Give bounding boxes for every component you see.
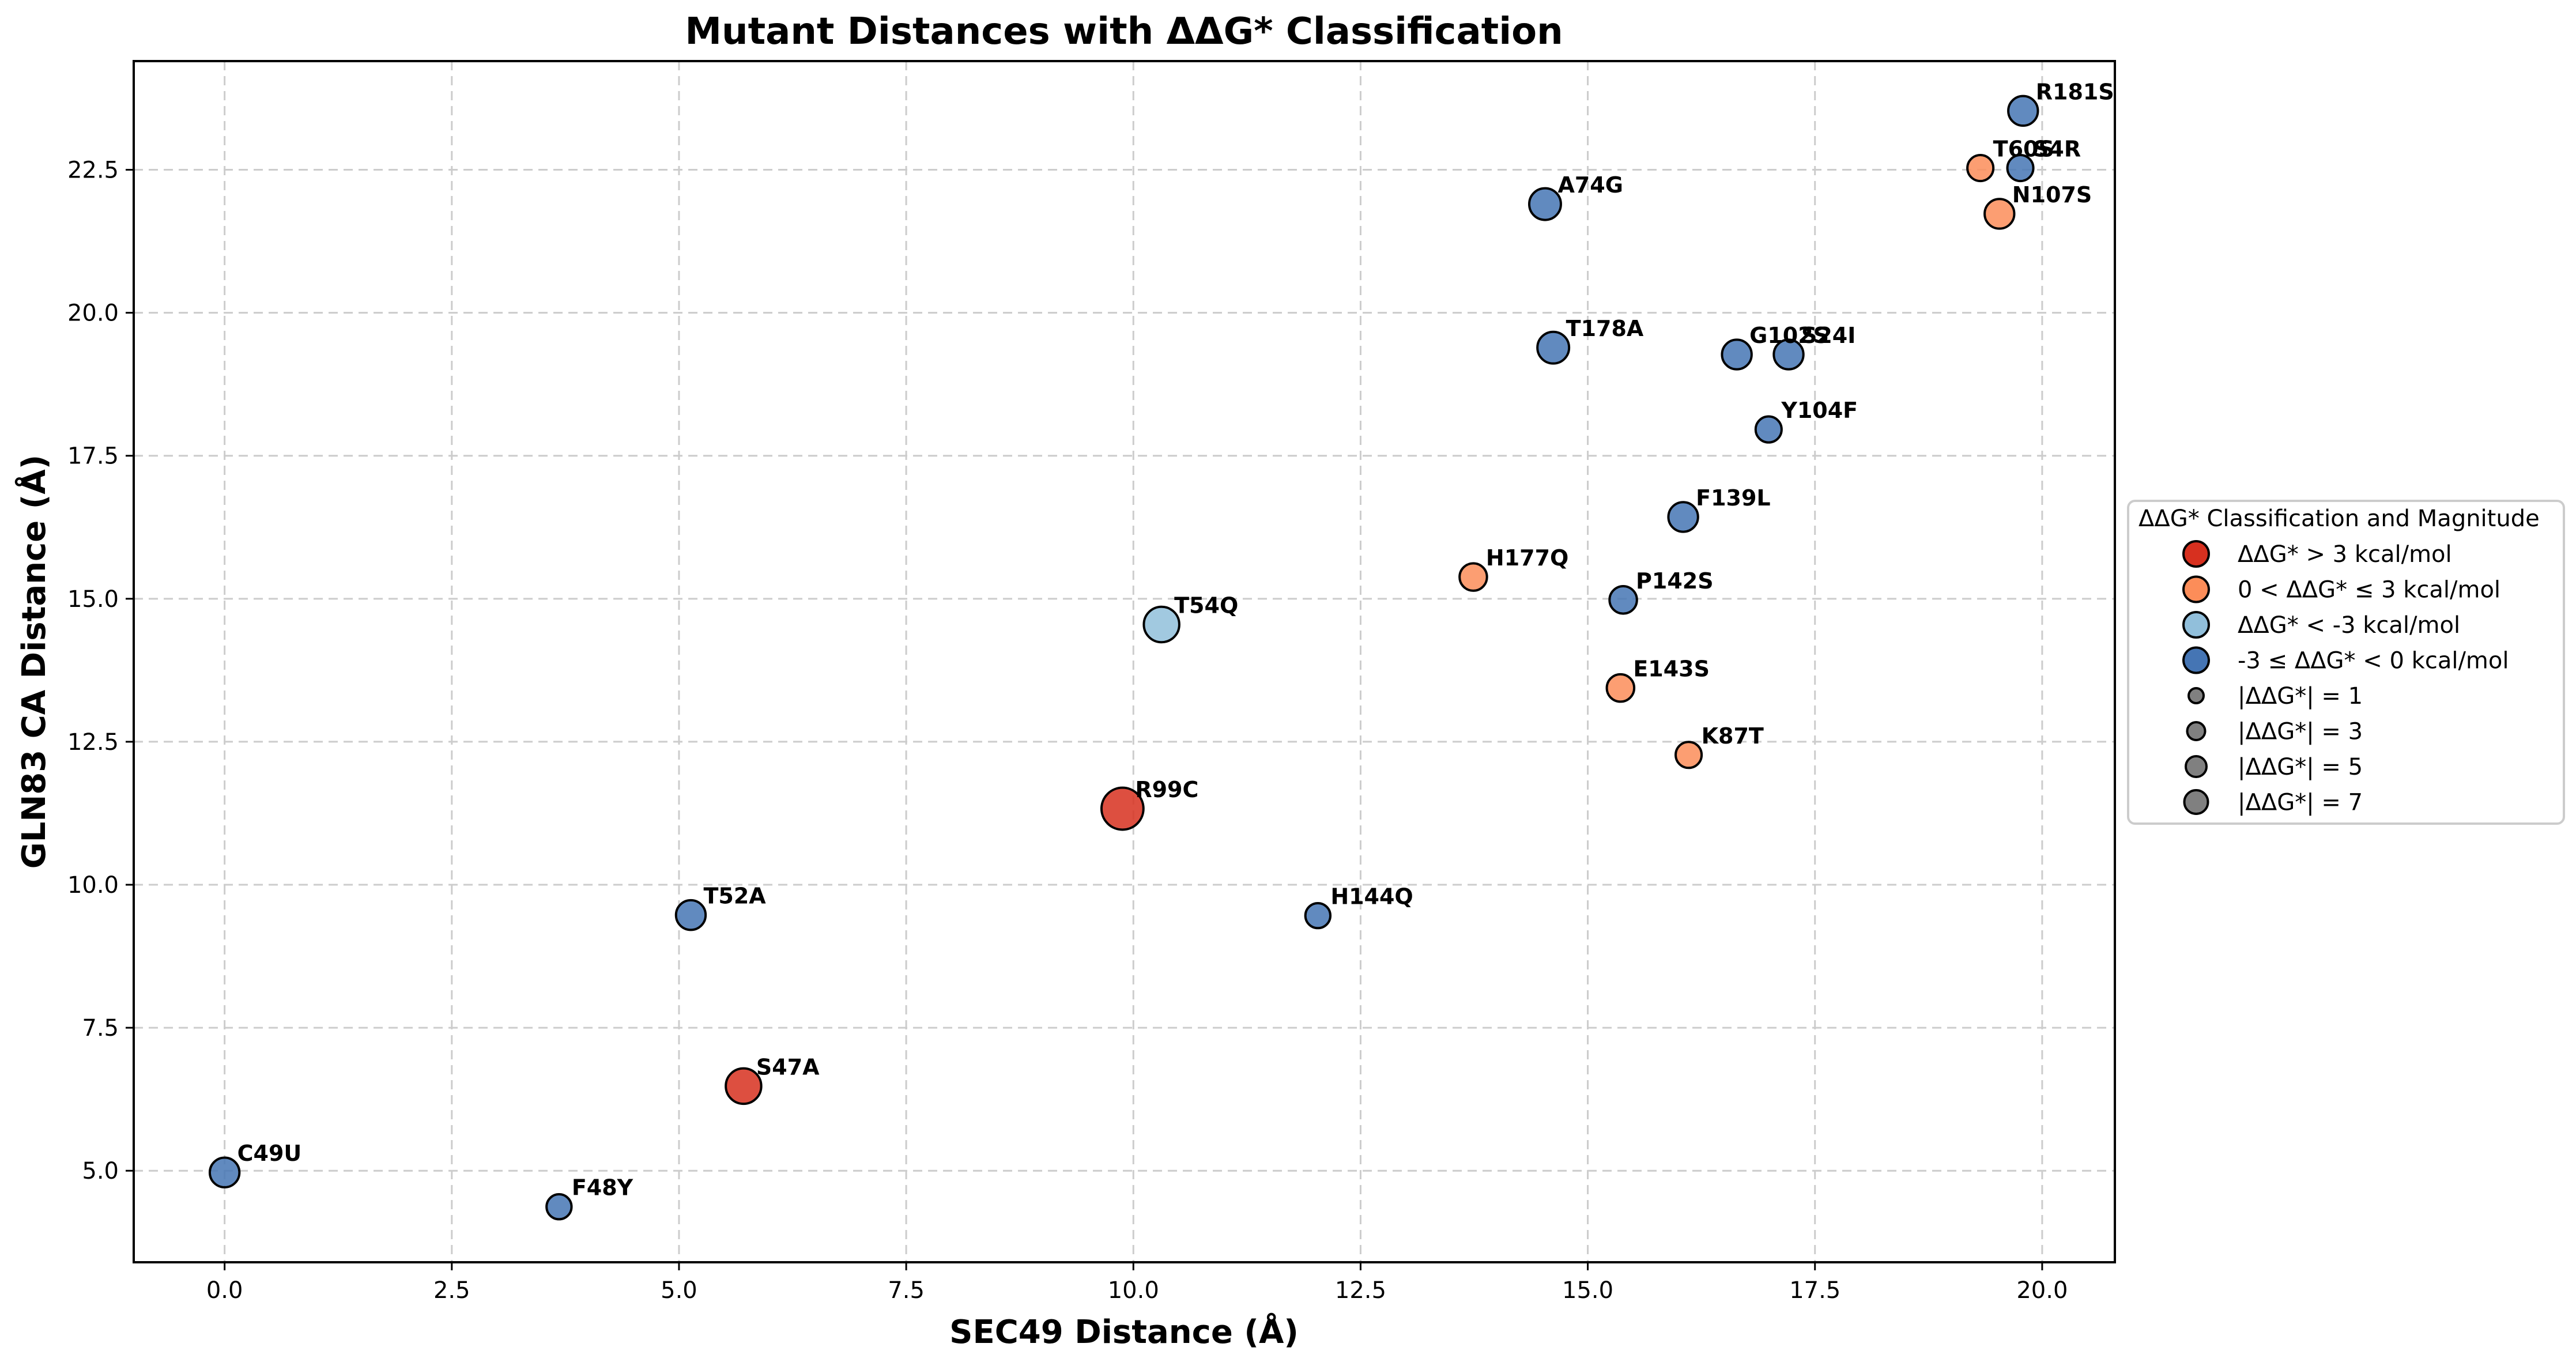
point-r181s (2007, 95, 2039, 127)
plot-frame (133, 60, 2116, 1263)
point-t52a (674, 899, 707, 931)
x-tick-label: 0.0 (206, 1277, 243, 1304)
legend-label-m3to0: -3 ≤ ΔΔG* < 0 kcal/mol (2238, 648, 2509, 674)
point-label-t54q: T54Q (1174, 593, 1238, 618)
y-tick-label: 20.0 (67, 300, 119, 327)
point-label-h177q: H177Q (1486, 545, 1568, 571)
legend-label-ltm3: ΔΔG* < -3 kcal/mol (2238, 612, 2460, 639)
legend: ΔΔG* Classification and Magnitude ΔΔG* >… (2127, 500, 2565, 825)
point-h144q (1304, 901, 1332, 930)
x-tick-label: 15.0 (1562, 1277, 1613, 1304)
x-tick-label: 20.0 (2016, 1277, 2068, 1304)
point-a74g (1528, 187, 1562, 221)
legend-size-marker (2183, 789, 2209, 815)
x-tick-label: 10.0 (1108, 1277, 1159, 1304)
point-label-t52a: T52A (703, 884, 766, 909)
point-label-r99c: R99C (1135, 777, 1198, 802)
legend-size-label: |ΔΔG*| = 5 (2238, 754, 2363, 780)
legend-size-marker (2186, 721, 2207, 741)
point-label-p142s: P142S (1636, 568, 1714, 594)
legend-marker-gt3 (2182, 540, 2210, 568)
point-label-f48y: F48Y (572, 1175, 633, 1201)
point-r99c (1100, 786, 1145, 831)
point-k87t (1674, 741, 1703, 769)
y-tick-label: 15.0 (67, 586, 119, 613)
point-f48y (545, 1193, 573, 1221)
point-h177q (1458, 562, 1488, 592)
point-label-t178a: T178A (1566, 316, 1644, 341)
point-t60s (1966, 154, 1995, 183)
x-axis-label: SEC49 Distance (Å) (949, 1313, 1299, 1351)
legend-size-label: |ΔΔG*| = 7 (2238, 790, 2363, 816)
x-tick-label: 7.5 (888, 1277, 925, 1304)
data-points (208, 95, 2039, 1221)
legend-label-gt3: ΔΔG* > 3 kcal/mol (2238, 541, 2452, 568)
legend-size-label: |ΔΔG*| = 3 (2238, 719, 2363, 745)
x-tick-label: 5.0 (661, 1277, 697, 1304)
chart-title: Mutant Distances with ΔΔG* Classificatio… (685, 10, 1563, 53)
point-label-s4r: S4R (2033, 137, 2081, 162)
y-tick-label: 7.5 (82, 1015, 119, 1042)
point-label-r181s: R181S (2036, 79, 2114, 104)
point-t54q (1142, 605, 1180, 644)
point-label-s47a: S47A (756, 1054, 820, 1080)
point-s47a (725, 1067, 763, 1105)
legend-size-label: |ΔΔG*| = 1 (2238, 683, 2363, 710)
y-tick-label: 12.5 (67, 729, 119, 756)
legend-marker-0to3 (2182, 575, 2210, 603)
point-label-t60s: T60S (1993, 137, 2054, 162)
point-label-y104f: Y104F (1781, 398, 1858, 423)
point-c49u (208, 1156, 241, 1188)
point-label-f139l: F139L (1696, 485, 1771, 511)
grid (134, 61, 2115, 1262)
y-axis-label: GLN83 CA Distance (Å) (15, 455, 53, 869)
x-tick-label: 12.5 (1335, 1277, 1386, 1304)
point-p142s (1608, 585, 1638, 615)
point-label-g102s: G102S (1749, 323, 1829, 348)
y-tick-label: 22.5 (67, 157, 119, 184)
axes: 0.0 2.5 5.0 7.5 10.0 12.5 15.0 17.5 20.0 5.0 7.5 10… (67, 157, 2068, 1304)
point-label-h144q: H144Q (1330, 884, 1413, 910)
point-label-s24i: S24I (1801, 323, 1855, 348)
x-tick-label: 2.5 (433, 1277, 470, 1304)
legend-label-0to3: 0 < ΔΔG* ≤ 3 kcal/mol (2238, 577, 2500, 603)
x-tick-label: 17.5 (1789, 1277, 1840, 1304)
legend-marker-m3to0 (2182, 646, 2210, 674)
point-label-e143s: E143S (1633, 656, 1710, 682)
point-t178a (1536, 330, 1571, 365)
point-label-k87t: K87T (1702, 723, 1764, 749)
legend-title: ΔΔG* Classification and Magnitude (2139, 505, 2540, 532)
point-n107s (1983, 198, 2016, 230)
point-s24i (1772, 338, 1805, 371)
point-s4r (2006, 154, 2035, 183)
legend-size-marker (2185, 755, 2208, 778)
legend-box (2127, 500, 2565, 825)
point-y104f (1754, 415, 1783, 444)
point-f139l (1667, 501, 1699, 533)
legend-size-marker (2187, 687, 2205, 704)
legend-marker-ltm3 (2182, 611, 2210, 639)
y-tick-label: 10.0 (67, 872, 119, 899)
point-e143s (1605, 673, 1636, 703)
point-label-n107s: N107S (2012, 182, 2092, 207)
y-tick-label: 5.0 (82, 1158, 119, 1184)
y-tick-label: 17.5 (67, 443, 119, 470)
point-label-c49u: C49U (237, 1141, 302, 1166)
point-label-a74g: A74G (1557, 172, 1623, 198)
point-labels: C49U F48Y S47A T52A H144Q R99C T54Q H177Q E143S K… (237, 79, 2114, 1200)
point-g102s (1721, 338, 1753, 371)
